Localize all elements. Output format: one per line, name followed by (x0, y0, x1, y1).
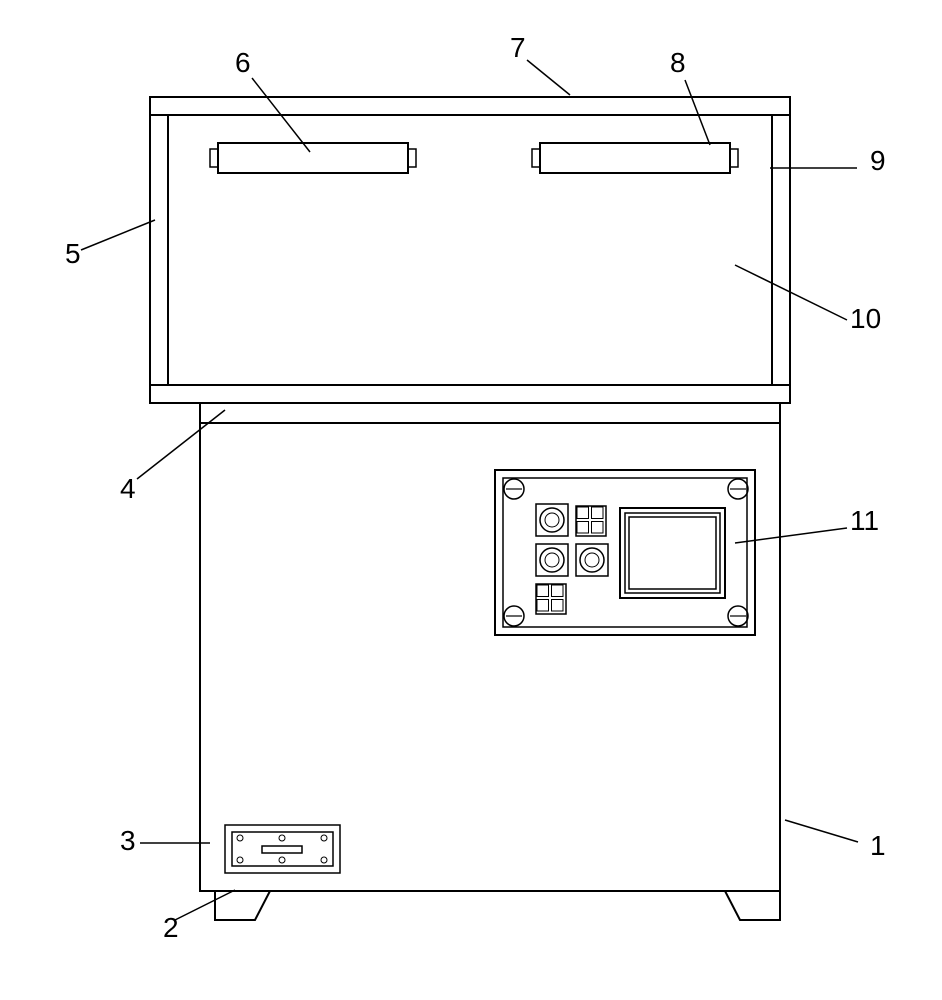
label-1: 1 (870, 830, 886, 861)
label-6: 6 (235, 47, 251, 78)
label-5: 5 (65, 238, 81, 269)
label-8: 8 (670, 47, 686, 78)
label-2: 2 (163, 912, 179, 943)
technical-diagram: 1 2 3 4 5 6 7 8 9 10 11 (0, 0, 942, 1000)
label-3: 3 (120, 825, 136, 856)
label-10: 10 (850, 303, 881, 334)
label-9: 9 (870, 145, 886, 176)
label-4: 4 (120, 473, 136, 504)
label-11: 11 (850, 505, 879, 536)
label-7: 7 (510, 32, 526, 63)
